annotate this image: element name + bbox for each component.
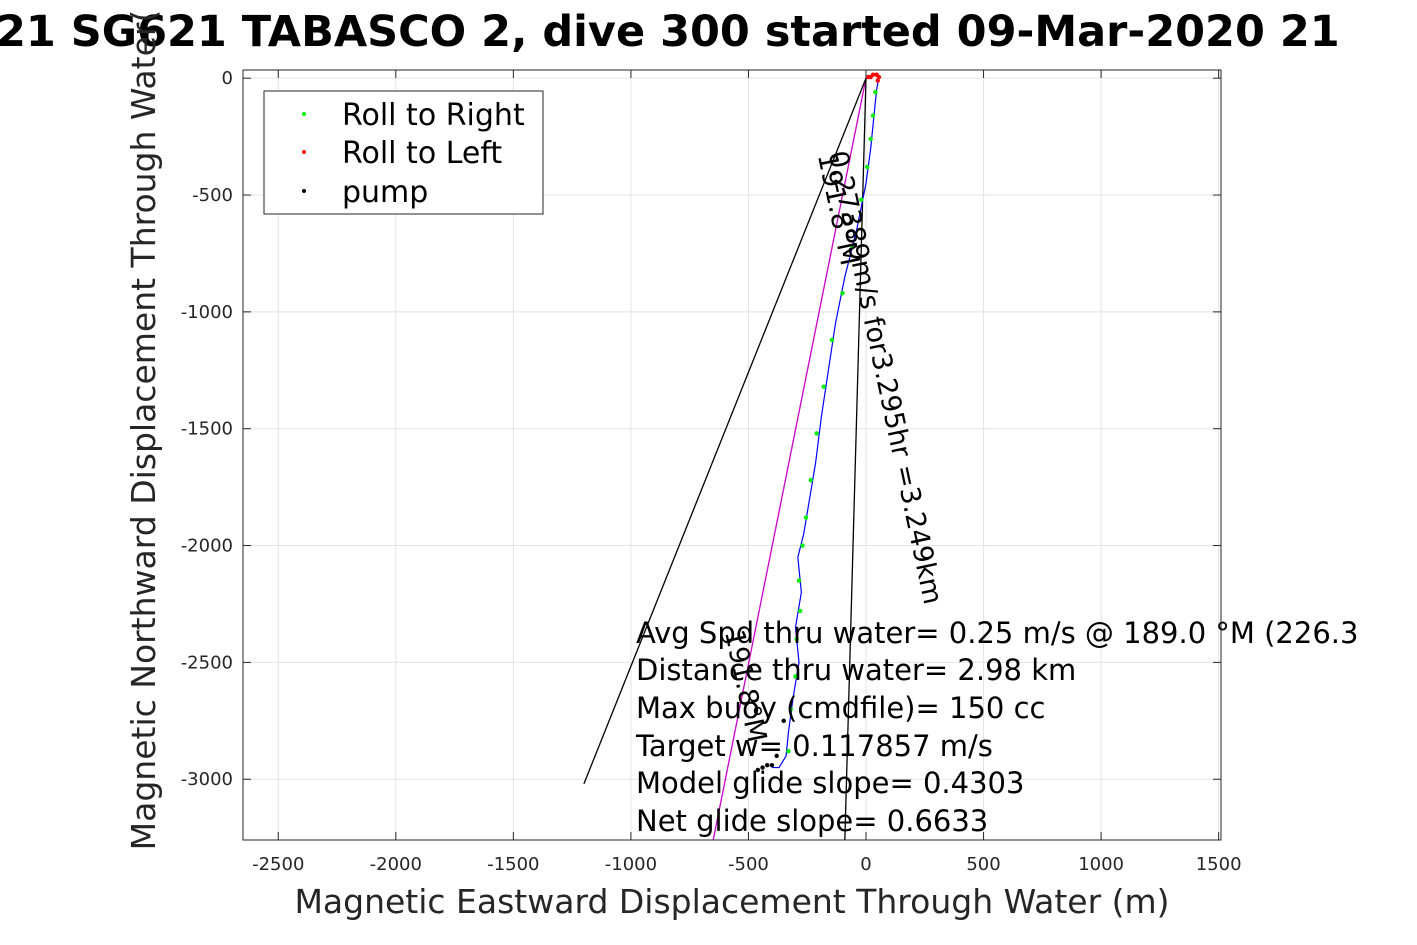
y-tick-label: -1500 <box>181 419 233 440</box>
marker-roll-to-right <box>786 748 791 754</box>
x-tick-label: -1000 <box>605 854 657 875</box>
marker-roll-to-right <box>868 136 873 142</box>
y-tick-labels: 0 -500 -1000 -1500 -2000 -2500 -3000 <box>181 68 233 790</box>
legend-marker-roll-left <box>302 150 306 154</box>
marker-roll-to-left <box>866 74 871 80</box>
marker-roll-to-right <box>800 543 805 548</box>
x-tick-label: -2000 <box>370 854 422 875</box>
chart-title: 21 SG621 TABASCO 2, dive 300 started 09-… <box>0 7 1340 57</box>
x-tick-label: 1000 <box>1078 854 1124 875</box>
x-tick-label: 1500 <box>1196 854 1242 875</box>
reference-line <box>712 78 867 841</box>
marker-roll-to-right <box>797 608 803 614</box>
marker-pump <box>774 753 779 759</box>
legend-marker-pump <box>302 189 306 193</box>
stat-distance: Distance thru water= 2.98 km <box>636 653 1076 687</box>
x-tick-label: -500 <box>728 854 769 875</box>
marker-roll-to-right <box>793 674 798 679</box>
marker-roll-to-left <box>876 74 882 80</box>
x-tick-label: -1500 <box>487 854 539 875</box>
y-axis-label: Magnetic Northward Displacement Through … <box>124 10 163 851</box>
y-tick-label: -2500 <box>181 652 233 673</box>
x-axis-label: Magnetic Eastward Displacement Through W… <box>294 882 1169 921</box>
legend-box <box>263 90 544 215</box>
marker-roll-to-right <box>870 113 876 118</box>
stat-net-glide-slope: Net glide slope= 0.6633 <box>636 804 988 838</box>
marker-roll-to-right <box>794 636 799 642</box>
y-tick-label: -1000 <box>181 302 233 323</box>
axis-ticks <box>243 70 1221 840</box>
marker-roll-to-right <box>808 477 813 483</box>
series-markers <box>755 72 882 773</box>
marker-roll-to-right <box>803 515 809 520</box>
marker-roll-to-right <box>849 244 855 249</box>
marker-roll-to-left <box>875 78 880 83</box>
y-tick-label: 0 <box>222 68 233 89</box>
stat-target-w: Target w= 0.117857 m/s <box>635 729 993 763</box>
legend-label-roll-left: Roll to Left <box>342 136 502 171</box>
marker-roll-to-right <box>814 431 819 436</box>
x-tick-label: 0 <box>860 854 871 875</box>
x-tick-label: 500 <box>966 854 1000 875</box>
stats-annotations: Avg Spd thru water= 0.25 m/s @ 189.0 °M … <box>635 616 1358 838</box>
reference-lines <box>583 77 867 841</box>
marker-roll-to-right <box>840 290 845 296</box>
marker-pump <box>760 765 765 770</box>
stat-model-glide-slope: Model glide slope= 0.4303 <box>636 766 1024 800</box>
marker-roll-to-right <box>873 90 878 95</box>
reference-line <box>583 77 867 785</box>
legend-label-roll-right: Roll to Right <box>342 98 525 133</box>
plot-frame <box>242 69 1222 841</box>
marker-pump <box>755 767 761 773</box>
legend-label-pump: pump <box>342 175 428 210</box>
y-tick-label: -2000 <box>181 536 233 557</box>
marker-pump <box>781 718 786 724</box>
marker-roll-to-right <box>796 578 802 583</box>
marker-roll-to-right <box>829 337 835 343</box>
marker-roll-to-right <box>859 197 864 202</box>
legend-marker-roll-right <box>302 112 306 116</box>
x-tick-labels: -2500 -2000 -1500 -1000 -500 0 500 1000 1500 <box>252 854 1241 875</box>
marker-roll-to-left <box>870 72 876 77</box>
y-tick-label: -3000 <box>181 769 233 790</box>
marker-roll-to-right <box>821 384 826 389</box>
legend: Roll to Right Roll to Left pump <box>263 90 544 215</box>
marker-pump <box>769 763 775 768</box>
marker-pump <box>765 763 770 768</box>
track-line <box>771 74 880 769</box>
reference-line <box>844 78 867 841</box>
stat-max-buoy: Max buoy (cmdfile)= 150 cc <box>636 691 1045 725</box>
marker-roll-to-right <box>788 706 793 712</box>
y-tick-label: -500 <box>192 185 233 206</box>
series-lines <box>771 74 880 769</box>
marker-roll-to-right <box>864 164 870 170</box>
x-tick-label: -2500 <box>252 854 304 875</box>
stat-avg-speed: Avg Spd thru water= 0.25 m/s @ 189.0 °M … <box>636 616 1358 650</box>
